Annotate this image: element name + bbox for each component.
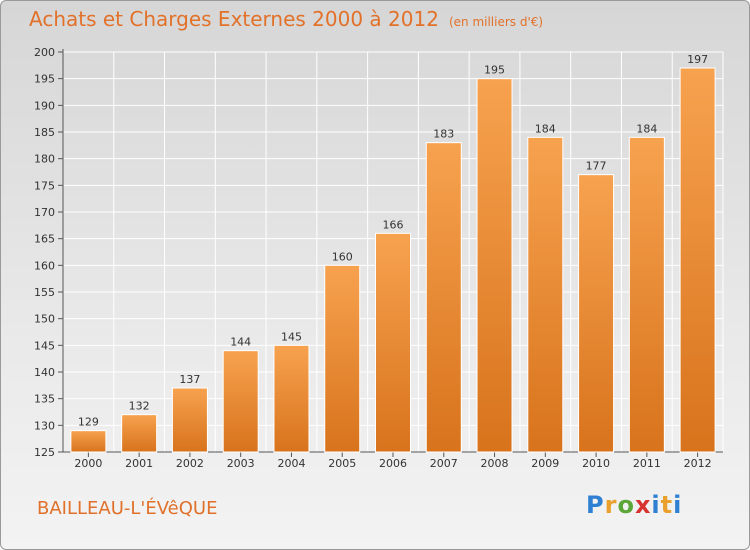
y-tick-label: 175 bbox=[34, 179, 55, 192]
y-tick-label: 145 bbox=[34, 339, 55, 352]
bar[interactable] bbox=[527, 136, 564, 453]
bar[interactable] bbox=[375, 232, 411, 453]
data-label: 137 bbox=[179, 373, 200, 386]
data-label: 195 bbox=[484, 64, 505, 77]
y-tick-label: 150 bbox=[34, 313, 55, 326]
bars bbox=[70, 67, 716, 453]
bar[interactable] bbox=[425, 142, 462, 453]
data-label: 177 bbox=[586, 160, 607, 173]
logo-letter: i bbox=[651, 491, 661, 519]
logo-letter: o bbox=[617, 491, 635, 519]
chart-title-text: Achats et Charges Externes 2000 à 2012 bbox=[29, 7, 439, 31]
bar[interactable] bbox=[476, 78, 513, 453]
x-tick-label: 2009 bbox=[531, 457, 559, 470]
x-tick-label: 2004 bbox=[277, 457, 305, 470]
data-label: 184 bbox=[535, 122, 556, 135]
y-tick-label: 140 bbox=[34, 366, 55, 379]
logo-letter: t bbox=[660, 491, 674, 519]
chart-title: Achats et Charges Externes 2000 à 2012 (e… bbox=[29, 7, 543, 31]
data-label: 145 bbox=[281, 330, 302, 343]
bar[interactable] bbox=[171, 387, 208, 453]
logo-letter: i bbox=[673, 491, 683, 519]
bar[interactable] bbox=[121, 414, 158, 453]
x-tick-label: 2001 bbox=[125, 457, 153, 470]
bar[interactable] bbox=[70, 430, 107, 453]
x-tick-label: 2002 bbox=[176, 457, 204, 470]
x-tick-label: 2005 bbox=[328, 457, 356, 470]
y-tick-label: 170 bbox=[34, 206, 55, 219]
data-label: 183 bbox=[433, 128, 454, 141]
bar[interactable] bbox=[324, 264, 361, 453]
data-labels: 129 132 137 144 145 160 166 183 195 184 177 184 197 bbox=[78, 53, 708, 429]
proxiti-logo[interactable]: Proxiti bbox=[586, 491, 682, 519]
data-label: 132 bbox=[129, 400, 150, 413]
bar[interactable] bbox=[222, 350, 259, 453]
chart-subtitle: (en milliers d'€) bbox=[448, 15, 544, 29]
y-tick-label: 190 bbox=[34, 99, 55, 112]
x-tick-label: 2011 bbox=[633, 457, 661, 470]
x-tick-label: 2000 bbox=[74, 457, 102, 470]
data-label: 166 bbox=[383, 218, 404, 231]
bar[interactable] bbox=[628, 136, 665, 453]
y-tick-label: 165 bbox=[34, 233, 55, 246]
logo-letter: r bbox=[604, 491, 618, 519]
data-label: 160 bbox=[332, 250, 353, 263]
y-tick-label: 125 bbox=[34, 446, 55, 459]
data-label: 197 bbox=[687, 53, 708, 66]
data-label: 144 bbox=[230, 336, 251, 349]
data-label: 184 bbox=[636, 122, 657, 135]
y-tick-label: 135 bbox=[34, 393, 55, 406]
y-tick-label: 160 bbox=[34, 259, 55, 272]
y-tick-label: 155 bbox=[34, 286, 55, 299]
x-tick-label: 2007 bbox=[430, 457, 458, 470]
data-label: 129 bbox=[78, 416, 99, 429]
x-tick-label: 2006 bbox=[379, 457, 407, 470]
bar[interactable] bbox=[679, 67, 716, 453]
x-tick-label: 2008 bbox=[481, 457, 509, 470]
bar[interactable] bbox=[273, 344, 310, 453]
logo-letter: P bbox=[586, 491, 605, 519]
axes: 125 130 135 140 145 150 155 160 165 170 175 180 185 1… bbox=[34, 46, 723, 470]
x-tick-label: 2010 bbox=[582, 457, 610, 470]
logo-letter: x bbox=[634, 491, 652, 519]
y-tick-label: 195 bbox=[34, 73, 55, 86]
y-tick-label: 185 bbox=[34, 126, 55, 139]
y-tick-label: 180 bbox=[34, 153, 55, 166]
x-tick-label: 2003 bbox=[227, 457, 255, 470]
y-tick-label: 130 bbox=[34, 419, 55, 432]
commune-name: BAILLEAU-L'ÉVêQUE bbox=[37, 498, 218, 519]
y-tick-label: 200 bbox=[34, 46, 55, 59]
bar[interactable] bbox=[578, 174, 615, 453]
x-tick-label: 2012 bbox=[684, 457, 712, 470]
